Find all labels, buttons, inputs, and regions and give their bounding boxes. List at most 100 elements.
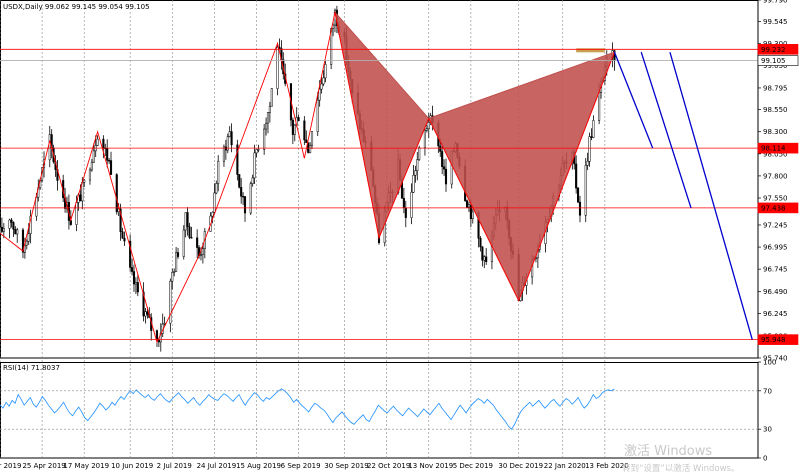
y-tick-label: 99.050	[763, 62, 788, 70]
candle-body	[182, 229, 185, 257]
candle-body	[320, 83, 323, 90]
candle-body	[27, 233, 30, 242]
candle-body	[416, 159, 419, 171]
candle-body	[479, 237, 482, 248]
candle-body	[134, 282, 137, 285]
candle-body	[324, 64, 327, 79]
candle-body	[119, 208, 122, 232]
rsi-chart	[0, 388, 758, 430]
grid-layer	[0, 0, 759, 459]
windows-activation-subtitle: 转到“设置”以激活 Windows。	[622, 463, 739, 474]
candle-body	[270, 88, 273, 107]
candle-body	[92, 150, 95, 163]
y-tick-label: 96.745	[763, 266, 788, 274]
candle-body	[14, 229, 17, 235]
candle-body	[108, 160, 111, 162]
candle-body	[144, 311, 147, 317]
candle-body	[211, 211, 214, 217]
candle-body	[404, 207, 407, 218]
candle-body	[217, 160, 220, 184]
y-tick-label: 95.740	[763, 355, 788, 363]
x-tick-label: 15 Aug 2019	[236, 462, 281, 470]
candle-body	[226, 136, 229, 151]
candle-body	[88, 169, 92, 181]
x-tick-label: 5 Dec 2019	[453, 462, 493, 470]
candle-body	[23, 244, 26, 253]
x-tick-label: 25 Apr 2019	[22, 462, 65, 470]
candle-body	[136, 282, 139, 293]
y-tick-label: 96.245	[763, 310, 788, 318]
candle-body	[418, 147, 421, 160]
candle-body	[121, 231, 124, 239]
candle-body	[310, 131, 314, 146]
rsi-y-tick-label: 30	[763, 426, 772, 434]
candle-body	[303, 120, 306, 141]
rsi-y-tick-label: 0	[763, 455, 767, 463]
candle-body	[173, 271, 176, 273]
candle-body	[2, 228, 5, 232]
candle-body	[423, 130, 426, 148]
candle-body	[293, 124, 296, 135]
level-price-label: 99.232	[761, 46, 786, 54]
candle-body	[316, 99, 319, 132]
candle-body	[577, 187, 580, 203]
candle-body	[175, 252, 178, 272]
candle-body	[75, 202, 78, 225]
candle-body	[12, 222, 15, 230]
candle-body	[444, 168, 448, 185]
candle-body	[157, 340, 160, 343]
candle-body	[307, 142, 310, 153]
candle-body	[467, 204, 471, 208]
projection-line	[640, 51, 692, 209]
candle-body	[305, 139, 308, 143]
target-zone-bar	[576, 48, 605, 53]
candle-body	[213, 192, 216, 213]
y-tick-label: 96.490	[763, 288, 788, 296]
candle-body	[575, 163, 578, 189]
candle-body	[427, 121, 430, 129]
candle-body	[402, 198, 405, 208]
rsi-y-tick-label: 70	[763, 387, 772, 395]
candle-body	[236, 144, 239, 175]
level-price-label: 98.114	[761, 145, 786, 153]
candle-body	[469, 204, 472, 220]
level-price-tag	[757, 334, 799, 345]
candle-body	[0, 226, 3, 232]
candle-body	[169, 280, 172, 324]
candle-body	[584, 165, 587, 216]
candle-body	[115, 174, 118, 213]
candle-body	[190, 237, 193, 239]
y-tick-label: 98.300	[763, 128, 788, 136]
candle-body	[0, 226, 2, 234]
candle-body	[485, 256, 488, 262]
candle-body	[196, 237, 199, 248]
candle-body	[131, 267, 134, 272]
level-price-tag	[757, 142, 799, 154]
candle-body	[215, 183, 218, 194]
candle-body	[590, 136, 593, 138]
level-price-label: 97.438	[761, 204, 786, 212]
candle-body	[276, 46, 279, 89]
y-tick-label: 97.800	[763, 172, 788, 180]
candle-body	[466, 200, 469, 208]
y-tick-label: 98.550	[763, 106, 788, 114]
candle-body	[123, 237, 126, 242]
main-panel-border	[0, 0, 759, 359]
rsi-panel-border	[0, 362, 759, 459]
symbol-title: USDX,Daily 99.062 99.145 99.054 99.105	[3, 3, 150, 11]
candle-body	[201, 248, 204, 255]
x-tick-label: 30 Sep 2019	[324, 462, 368, 470]
candle-body	[10, 219, 13, 223]
candle-body	[441, 151, 444, 167]
projection-line	[669, 51, 753, 340]
candle-body	[251, 177, 254, 184]
candle-body	[414, 170, 417, 176]
level-price-label: 99.105	[761, 57, 786, 65]
y-tick-label: 98.050	[763, 150, 788, 158]
candle-body	[588, 136, 591, 162]
x-tick-label: 22 Jan 2020	[544, 462, 586, 470]
projection-line	[613, 51, 654, 149]
candle-body	[176, 252, 180, 257]
candle-body	[291, 119, 294, 135]
